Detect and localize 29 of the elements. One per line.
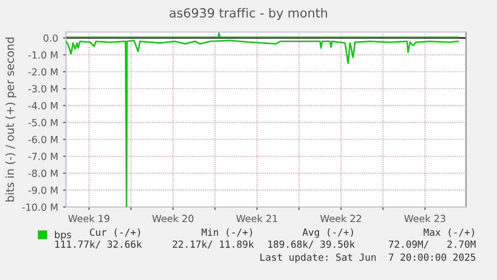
x-tick-label: Week 20 [152, 214, 194, 222]
text: Min (-/+) [202, 228, 252, 237]
y-axis-title: bits in (-) / out (+) per second [5, 38, 16, 202]
text: Last update: Sat Jun 7 20:00:00 2025 [260, 253, 476, 263]
text: 72.09M/ 2.70M [388, 240, 476, 249]
x-tick-label: Week 22 [320, 214, 362, 222]
y-tick-label: -5.0 M [28, 118, 58, 126]
y-tick-label: -8.0 M [28, 170, 58, 178]
y-tick-label: -10.0 M [22, 203, 58, 211]
text: Avg (-/+) [302, 228, 353, 238]
y-tick-label: -3.0 M [28, 85, 58, 92]
text: 111.77k/ 32.66k [55, 240, 142, 249]
y-tick-label: -7.0 M [28, 152, 58, 160]
y-tick-label: -6.0 M [28, 136, 58, 144]
x-tick-label: Week 21 [236, 214, 278, 222]
text: 22.17k/ 11.89k [172, 240, 254, 249]
text: 189.68k/ 39.50k [268, 240, 355, 249]
y-tick-label: -1.0 M [28, 51, 58, 59]
y-tick-label: -9.0 M [28, 186, 58, 194]
chart-title: as6939 traffic - by month [170, 8, 328, 20]
text: Max (-/+) [424, 228, 474, 237]
x-tick-label: Week 23 [404, 214, 446, 222]
x-tick-label: Week 19 [68, 214, 110, 222]
y-tick-label: -2.0 M [28, 68, 58, 76]
legend-label: bps [55, 230, 72, 240]
line-series [66, 40, 459, 207]
text: Cur (-/+) [90, 228, 140, 237]
y-tick-label: -4.0 M [28, 102, 58, 110]
y-tick-label: 0.0 [44, 34, 58, 42]
